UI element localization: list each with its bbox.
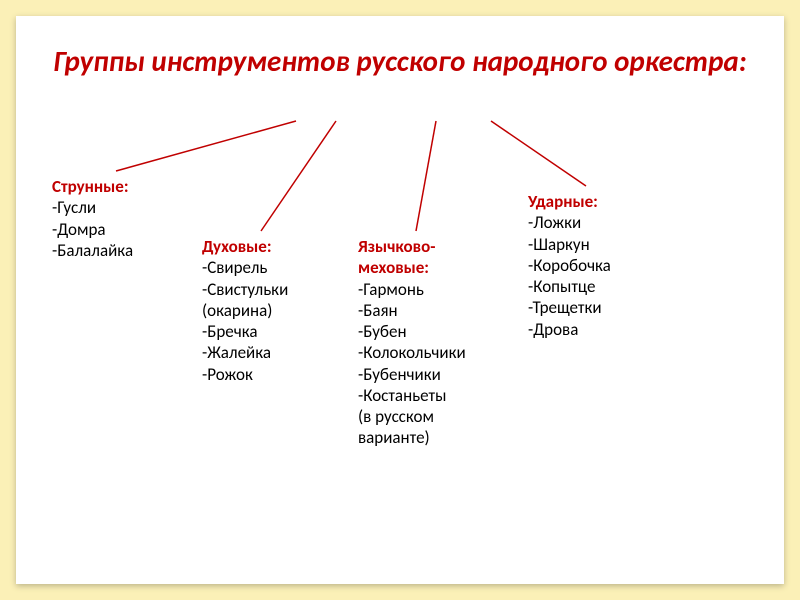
list-item: -Гармонь	[358, 279, 528, 300]
list-item: (окарина)	[202, 300, 358, 321]
group-percussion: Ударные: -Ложки -Шаркун -Коробочка -Копы…	[528, 191, 678, 340]
list-item: -Жалейка	[202, 342, 358, 363]
list-item: -Ложки	[528, 212, 678, 233]
diagram-title: Группы инструментов русского народного о…	[44, 44, 756, 79]
list-item: -Колокольчики	[358, 342, 528, 363]
line-0	[116, 121, 296, 171]
list-item: -Балалайка	[52, 240, 202, 261]
list-item: -Баян	[358, 300, 528, 321]
groups-row: Струнные: -Гусли -Домра -Балалайка Духов…	[16, 216, 784, 449]
list-item: -Бубенчики	[358, 364, 528, 385]
line-2	[416, 121, 436, 231]
group-wind: Духовые: -Свирель -Свистульки (окарина) …	[202, 236, 358, 385]
list-item: -Свирель	[202, 257, 358, 278]
list-item: -Дрова	[528, 319, 678, 340]
list-item: -Гусли	[52, 197, 202, 218]
group-title: Ударные:	[528, 191, 678, 212]
list-item: -Бубен	[358, 321, 528, 342]
group-title: Язычково-	[358, 236, 528, 257]
list-item: -Трещетки	[528, 297, 678, 318]
line-1	[261, 121, 336, 231]
line-3	[491, 121, 586, 186]
group-strings: Струнные: -Гусли -Домра -Балалайка	[52, 176, 202, 261]
list-item: -Костаньеты	[358, 385, 528, 406]
group-title: Струнные:	[52, 176, 202, 197]
list-item: -Шаркун	[528, 234, 678, 255]
list-item: -Бречка	[202, 321, 358, 342]
slide: Группы инструментов русского народного о…	[16, 16, 784, 584]
list-item: (в русском	[358, 406, 528, 427]
list-item: -Коробочка	[528, 255, 678, 276]
group-title-line2: меховые:	[358, 257, 528, 278]
list-item: -Свистульки	[202, 279, 358, 300]
list-item: -Домра	[52, 219, 202, 240]
list-item: варианте)	[358, 427, 528, 448]
list-item: -Рожок	[202, 364, 358, 385]
group-reed: Язычково- меховые: -Гармонь -Баян -Бубен…	[358, 236, 528, 449]
list-item: -Копытце	[528, 276, 678, 297]
group-title: Духовые:	[202, 236, 358, 257]
